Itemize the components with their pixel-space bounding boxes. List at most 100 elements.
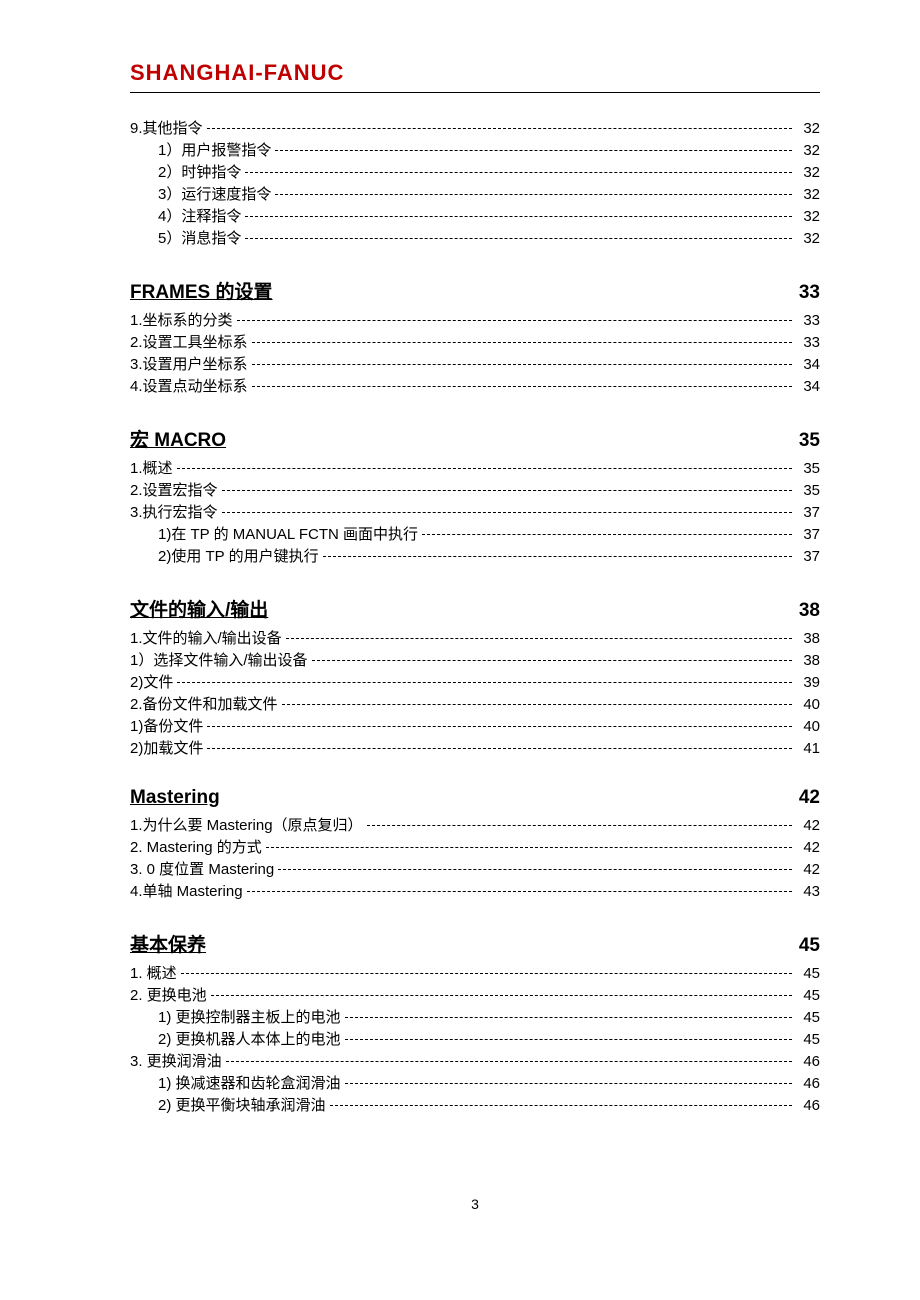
document-page: SHANGHAI-FANUC 9.其他指令321）用户报警指令322）时钟指令3… <box>0 0 920 1252</box>
toc-entry-page: 34 <box>796 376 820 397</box>
header-divider <box>130 92 820 93</box>
toc-entry: 2)加载文件 41 <box>130 738 820 759</box>
toc-leader <box>207 115 792 130</box>
toc-entry-page: 46 <box>796 1095 820 1116</box>
toc-entry-label: 2.设置宏指令 <box>130 480 218 501</box>
toc-leader <box>247 878 792 893</box>
toc-entry-page: 37 <box>796 502 820 523</box>
toc-leader <box>177 455 792 470</box>
toc-entry-label: 3.执行宏指令 <box>130 502 218 523</box>
table-of-contents: 9.其他指令321）用户报警指令322）时钟指令323）运行速度指令324）注释… <box>130 118 820 1116</box>
toc-section-title: 宏 MACRO <box>130 425 226 452</box>
toc-section-heading: Mastering 42 <box>130 787 820 809</box>
toc-entry-page: 38 <box>796 650 820 671</box>
toc-entry-label: 3.设置用户坐标系 <box>130 354 248 375</box>
toc-entry-page: 39 <box>796 672 820 693</box>
toc-entry-label: 5）消息指令 <box>158 228 241 249</box>
toc-entry: 4.设置点动坐标系 34 <box>130 376 820 397</box>
toc-leader <box>330 1092 792 1107</box>
toc-entry-page: 40 <box>796 716 820 737</box>
toc-leader <box>367 812 792 827</box>
toc-leader <box>345 1070 792 1085</box>
toc-entry-label: 4.设置点动坐标系 <box>130 376 248 397</box>
toc-entry-label: 1.概述 <box>130 458 173 479</box>
toc-entry-label: 9.其他指令 <box>130 118 203 139</box>
toc-leader <box>245 203 792 218</box>
toc-leader <box>345 1026 792 1041</box>
toc-entry-label: 1) 换减速器和齿轮盒润滑油 <box>158 1073 341 1094</box>
page-number: 3 <box>130 1196 820 1212</box>
toc-entry-page: 45 <box>796 1029 820 1050</box>
toc-leader <box>211 982 792 997</box>
toc-section-heading: 文件的输入/输出38 <box>130 595 820 622</box>
toc-entry-page: 45 <box>796 1007 820 1028</box>
toc-entry-label: 2）时钟指令 <box>158 162 241 183</box>
toc-entry-page: 32 <box>796 118 820 139</box>
toc-entry-label: 2. Mastering 的方式 <box>130 837 262 858</box>
toc-leader <box>252 351 792 366</box>
toc-section-page: 45 <box>796 935 820 957</box>
page-header-title: SHANGHAI-FANUC <box>130 60 820 86</box>
toc-leader <box>177 669 792 684</box>
toc-leader <box>345 1004 792 1019</box>
toc-entry-page: 40 <box>796 694 820 715</box>
toc-leader <box>207 713 792 728</box>
toc-entry-page: 35 <box>796 480 820 501</box>
toc-leader <box>222 477 792 492</box>
toc-leader <box>323 543 792 558</box>
toc-leader <box>245 225 792 240</box>
toc-entry-page: 32 <box>796 228 820 249</box>
toc-entry-label: 1. 概述 <box>130 963 177 984</box>
toc-leader <box>275 137 792 152</box>
toc-entry-page: 46 <box>796 1051 820 1072</box>
toc-entry-label: 1) 更换控制器主板上的电池 <box>158 1007 341 1028</box>
toc-entry-page: 37 <box>796 546 820 567</box>
toc-entry-page: 33 <box>796 310 820 331</box>
toc-entry-label: 4）注释指令 <box>158 206 241 227</box>
toc-section-title: FRAMES 的设置 <box>130 277 273 304</box>
toc-leader <box>181 960 792 975</box>
toc-section-page: 42 <box>796 787 820 809</box>
toc-entry-page: 46 <box>796 1073 820 1094</box>
toc-entry: 2)使用 TP 的用户键执行 37 <box>130 546 820 567</box>
toc-leader <box>266 834 792 849</box>
toc-entry-page: 42 <box>796 815 820 836</box>
toc-entry-label: 2) 更换平衡块轴承润滑油 <box>158 1095 326 1116</box>
toc-leader <box>275 181 792 196</box>
toc-section-heading: FRAMES 的设置 33 <box>130 277 820 304</box>
toc-entry-page: 45 <box>796 985 820 1006</box>
toc-section-page: 35 <box>796 430 820 452</box>
toc-entry-label: 2. 更换电池 <box>130 985 207 1006</box>
toc-leader <box>222 499 792 514</box>
toc-entry-page: 32 <box>796 206 820 227</box>
toc-section-heading: 基本保养 45 <box>130 930 820 957</box>
toc-entry: 4.单轴 Mastering43 <box>130 881 820 902</box>
toc-leader <box>245 159 792 174</box>
toc-entry-label: 1.文件的输入/输出设备 <box>130 628 282 649</box>
toc-entry-page: 41 <box>796 738 820 759</box>
toc-section-page: 38 <box>796 600 820 622</box>
toc-entry-label: 3. 更换润滑油 <box>130 1051 222 1072</box>
toc-leader <box>422 521 792 536</box>
toc-entry: 5）消息指令 32 <box>130 228 820 249</box>
toc-entry-page: 33 <box>796 332 820 353</box>
toc-entry-page: 35 <box>796 458 820 479</box>
toc-section-title: 基本保养 <box>130 930 206 957</box>
toc-entry-label: 2)加载文件 <box>130 738 203 759</box>
toc-entry-label: 2)使用 TP 的用户键执行 <box>158 546 319 567</box>
toc-leader <box>282 691 792 706</box>
toc-entry-page: 37 <box>796 524 820 545</box>
toc-entry-page: 32 <box>796 184 820 205</box>
toc-entry-label: 2)文件 <box>130 672 173 693</box>
toc-section-page: 33 <box>796 282 820 304</box>
toc-entry-label: 1.坐标系的分类 <box>130 310 233 331</box>
toc-leader <box>252 329 792 344</box>
toc-entry-page: 34 <box>796 354 820 375</box>
toc-entry-page: 43 <box>796 881 820 902</box>
toc-entry: 2) 更换平衡块轴承润滑油 46 <box>130 1095 820 1116</box>
toc-entry-page: 32 <box>796 162 820 183</box>
toc-leader <box>312 647 792 662</box>
toc-leader <box>278 856 792 871</box>
toc-section-heading: 宏 MACRO 35 <box>130 425 820 452</box>
toc-entry-page: 38 <box>796 628 820 649</box>
